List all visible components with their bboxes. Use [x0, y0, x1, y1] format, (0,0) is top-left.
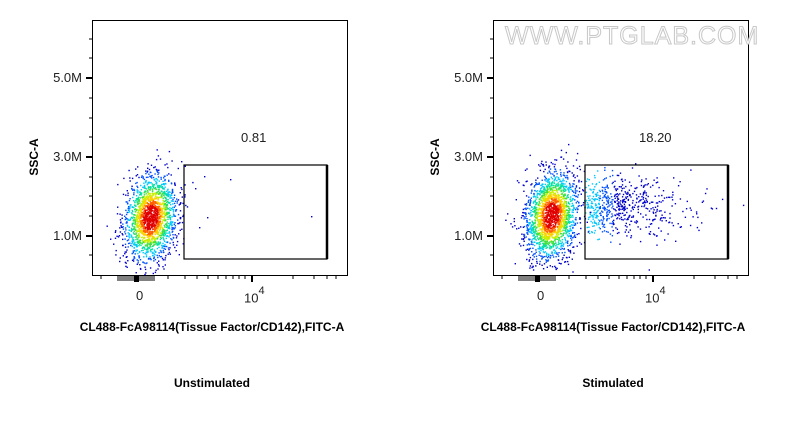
watermark: WWW.PTGLAB.COM [504, 22, 760, 51]
axes-and-dots [86, 38, 337, 282]
axes-and-dots [487, 38, 745, 282]
y-tick-1m: 1.0M [53, 228, 82, 243]
y-tick-3m: 3.0M [454, 149, 483, 164]
x-axis-label: CL488-FcA98114(Tissue Factor/CD142),FITC… [480, 320, 746, 334]
y-tick-3m: 3.0M [53, 149, 82, 164]
gate-percent-label: 0.81 [241, 130, 267, 145]
panel-caption: Unstimulated [173, 376, 250, 390]
x-tick-10e4: 104 [244, 285, 265, 306]
panel-stimulated: SSC-A 5.0M 3.0M 1.0M 18.20 0 104 CL488-F… [401, 0, 797, 423]
y-tick-5m: 5.0M [53, 70, 82, 85]
y-tick-1m: 1.0M [454, 228, 483, 243]
x-tick-0: 0 [537, 288, 545, 303]
x-tick-0: 0 [136, 288, 144, 303]
y-tick-5m: 5.0M [454, 70, 483, 85]
x-axis-label: CL488-FcA98114(Tissue Factor/CD142),FITC… [79, 320, 345, 334]
gate-percent-label: 18.20 [639, 130, 672, 145]
panel-caption: Stimulated [582, 376, 644, 390]
x-tick-10e4: 104 [645, 285, 666, 306]
panel-unstimulated: SSC-A 5.0M 3.0M 1.0M 0.81 0 104 CL488-Fc… [27, 20, 348, 390]
